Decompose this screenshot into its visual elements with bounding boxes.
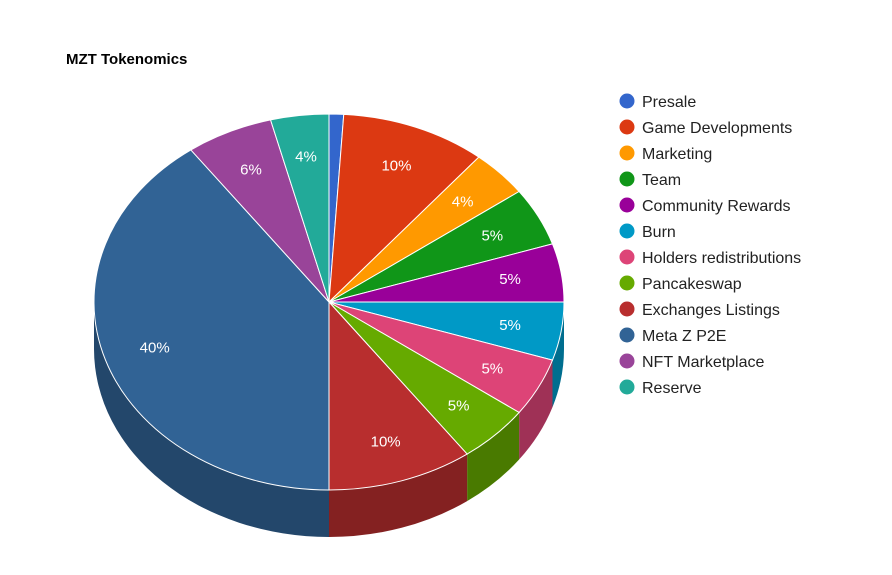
legend-item-8: Exchanges Listings <box>619 301 780 319</box>
legend-marker <box>619 327 635 343</box>
pie-slice-8 <box>328 300 468 491</box>
legend-item-6: Holders redistributions <box>619 249 801 267</box>
legend-item-2: Marketing <box>619 145 712 163</box>
legend-label: Holders redistributions <box>642 250 801 267</box>
legend-marker <box>619 275 635 291</box>
legend-marker <box>619 145 635 161</box>
slice-label-5: 5% <box>499 317 521 334</box>
legend-item-1: Game Developments <box>619 119 792 137</box>
slice-label-3: 5% <box>481 227 503 244</box>
pie-side-5 <box>552 302 564 408</box>
legend-item-5: Burn <box>619 223 676 241</box>
legend-item-10: NFT Marketplace <box>619 353 765 371</box>
legend-label: Meta Z P2E <box>642 328 726 345</box>
legend-marker <box>619 353 635 369</box>
legend-label: Presale <box>642 94 696 111</box>
legend-label: Marketing <box>642 146 712 163</box>
pie-depth <box>94 302 564 537</box>
legend-label: NFT Marketplace <box>642 354 765 371</box>
pie-top <box>93 113 565 491</box>
pie-labels: 10% 4% 5% 5% 5% 5% 5% 10% 40% 6% 4% <box>140 149 521 451</box>
legend: Presale Game Developments Marketing Team Com… <box>619 93 801 397</box>
legend-marker <box>619 93 635 109</box>
legend-item-11: Reserve <box>619 379 702 397</box>
slice-label-1: 10% <box>381 158 411 175</box>
slice-label-11: 4% <box>295 149 317 166</box>
pie-side-8 <box>329 454 468 537</box>
legend-item-9: Meta Z P2E <box>619 327 726 345</box>
legend-marker <box>619 223 635 239</box>
legend-item-7: Pancakeswap <box>619 275 742 293</box>
slice-label-2: 4% <box>452 194 474 211</box>
legend-label: Exchanges Listings <box>642 302 780 319</box>
legend-marker <box>619 301 635 317</box>
legend-marker <box>619 197 635 213</box>
legend-label: Burn <box>642 224 676 241</box>
legend-marker <box>619 171 635 187</box>
legend-item-4: Community Rewards <box>619 197 790 215</box>
legend-marker <box>619 379 635 395</box>
legend-label: Pancakeswap <box>642 276 742 293</box>
legend-label: Game Developments <box>642 120 792 137</box>
slice-label-8: 10% <box>371 433 401 450</box>
slice-label-9: 40% <box>140 339 170 356</box>
legend-marker <box>619 249 635 265</box>
legend-label: Reserve <box>642 380 702 397</box>
slice-label-10: 6% <box>240 161 262 178</box>
legend-label: Community Rewards <box>642 198 790 215</box>
chart-title: MZT Tokenomics <box>66 51 187 68</box>
legend-item-3: Team <box>619 171 681 189</box>
slice-label-6: 5% <box>481 361 503 378</box>
pie-side-9 <box>94 302 329 537</box>
slice-label-4: 5% <box>499 271 521 288</box>
pie-slice-1 <box>328 113 480 304</box>
pie-side-7 <box>467 412 520 502</box>
legend-marker <box>619 119 635 135</box>
legend-label: Team <box>642 172 681 189</box>
slice-label-7: 5% <box>448 398 470 415</box>
legend-item-0: Presale <box>619 93 696 111</box>
pie-slice-9 <box>93 149 330 491</box>
pie-side-6 <box>519 360 553 460</box>
pie-slice-11 <box>269 113 330 303</box>
